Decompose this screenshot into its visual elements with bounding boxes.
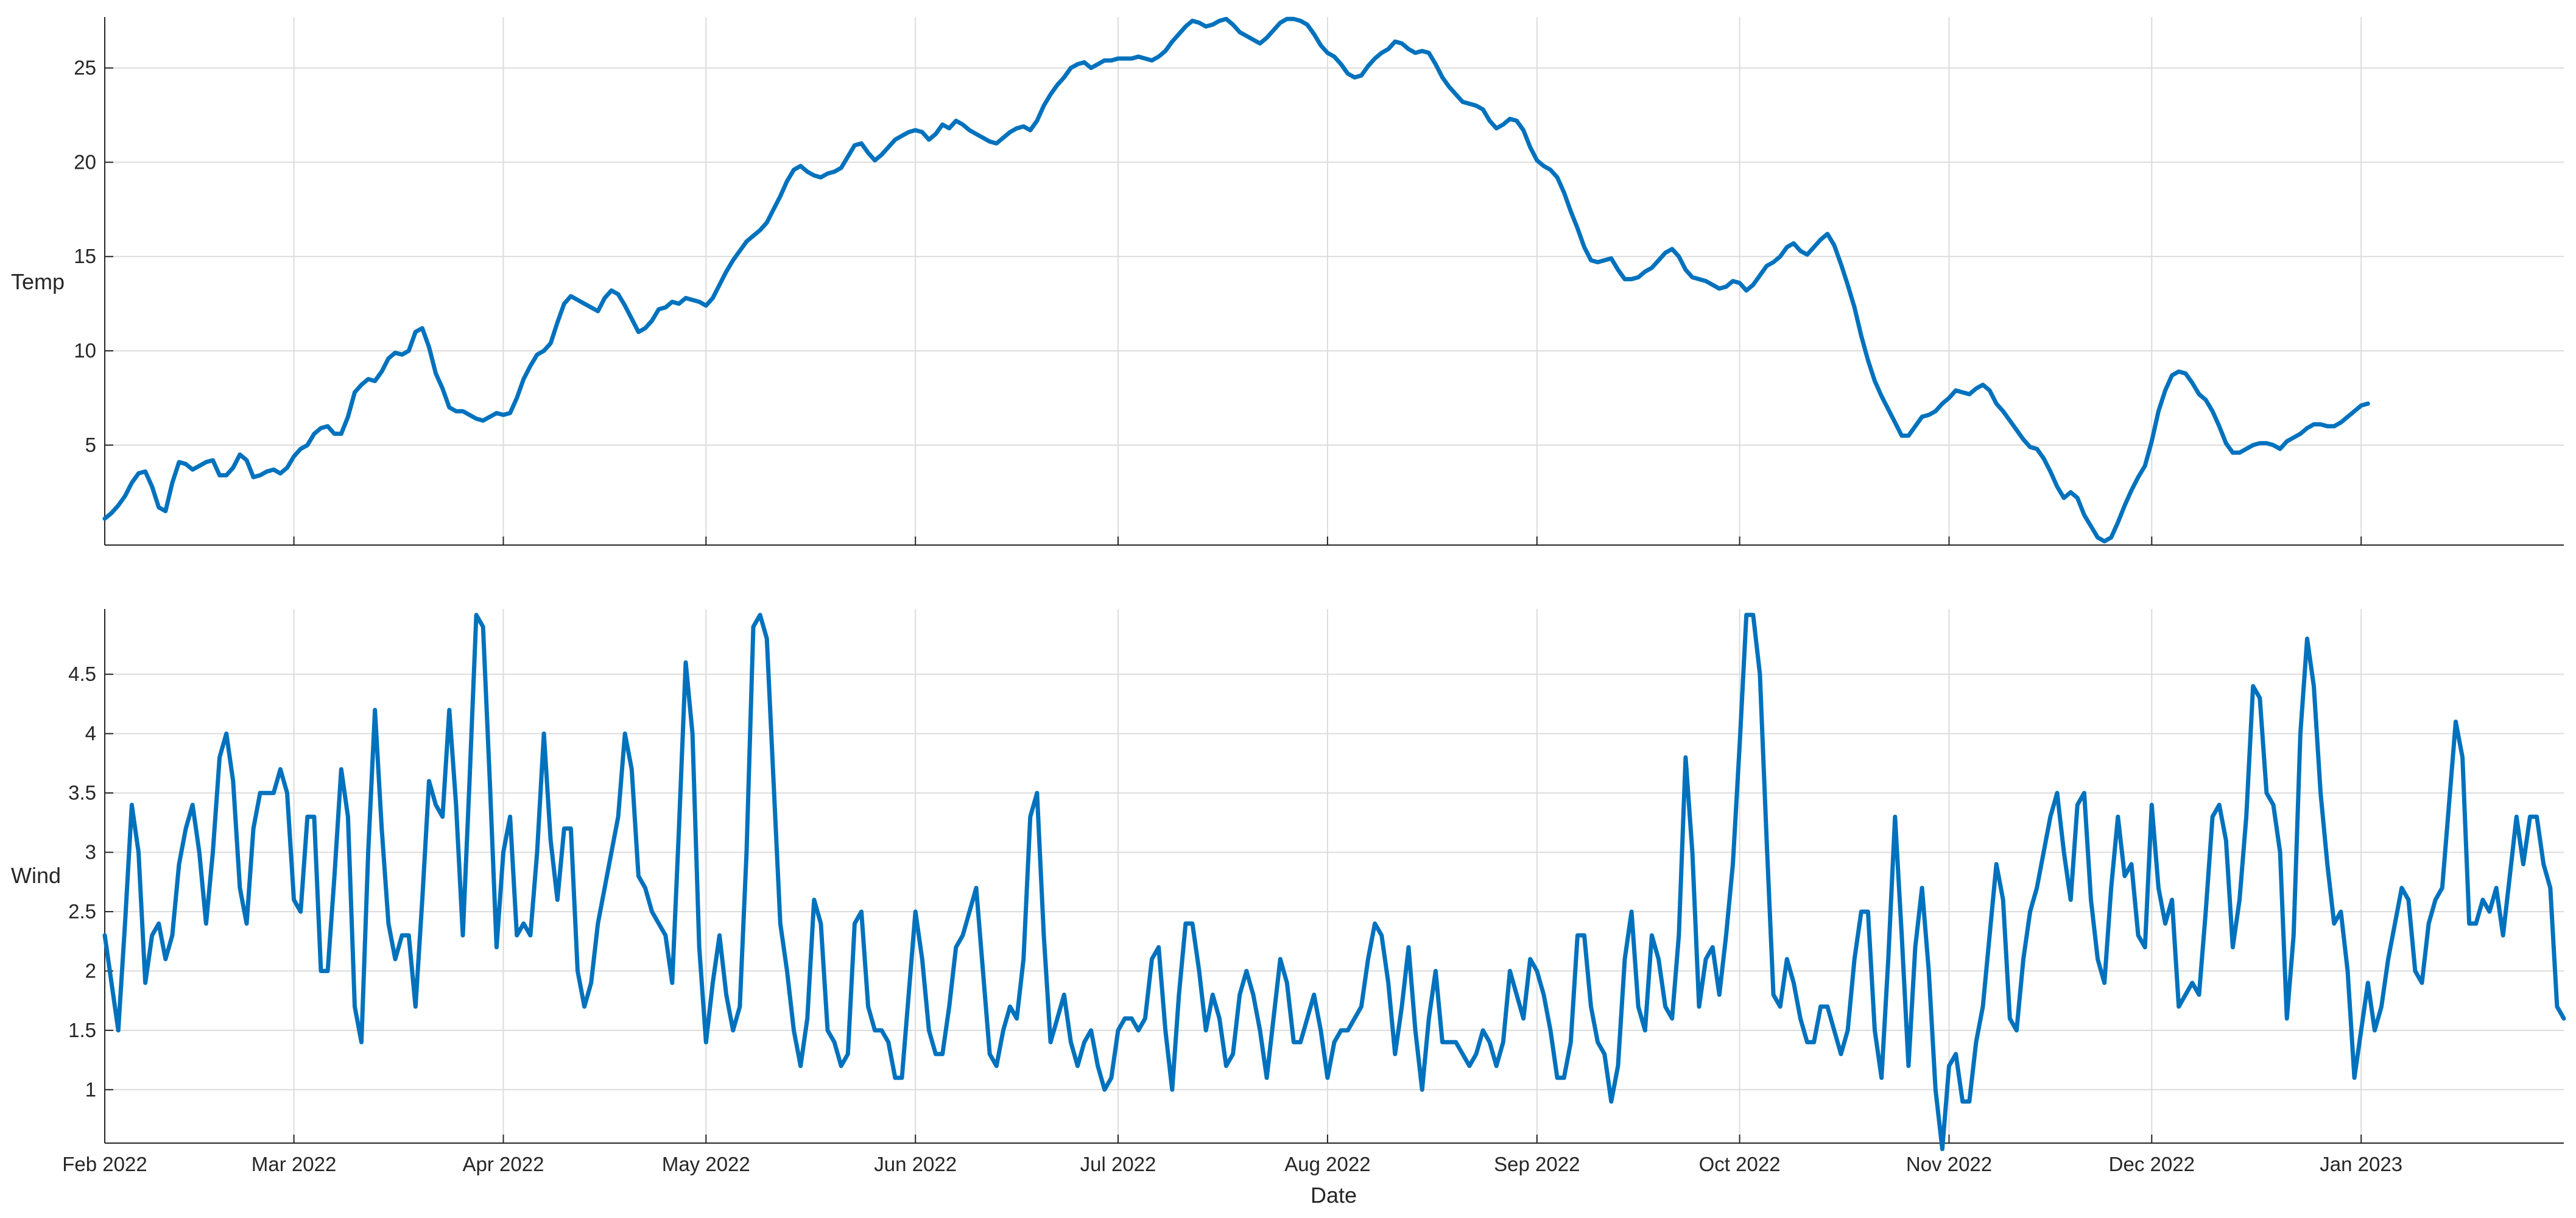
y-tick-label: 2.5: [68, 900, 96, 923]
wind-axes: [104, 609, 2564, 1144]
y-tick-label: 25: [74, 57, 96, 79]
wind-axis-label: Wind: [11, 863, 61, 888]
temp-grid: [104, 17, 2564, 545]
y-tick-label: 2: [85, 959, 96, 982]
y-tick-label: 10: [74, 339, 96, 362]
x-tick-labels: Feb 2022 Mar 2022 Apr 2022 May 2022 Jun 2022…: [62, 1153, 2402, 1175]
temp-panel: 5 10 15 20 25 Temp: [11, 16, 2564, 546]
x-tick-label: Aug 2022: [1284, 1153, 1370, 1175]
y-tick-label: 1.5: [68, 1019, 96, 1041]
x-tick-label: Jun 2022: [874, 1153, 957, 1175]
y-tick-label: 15: [74, 245, 96, 267]
x-tick-label: Feb 2022: [62, 1153, 147, 1175]
temp-series-line: [102, 16, 2370, 544]
wind-grid: [104, 609, 2564, 1143]
x-tick-label: Jul 2022: [1080, 1153, 1156, 1175]
x-tick-label: Sep 2022: [1494, 1153, 1580, 1175]
wind-ticks: 1 1.5 2 2.5 3 3.5 4 4.5: [68, 663, 2362, 1143]
wind-panel: 1 1.5 2 2.5 3 3.5 4 4.5 Wind: [11, 609, 2566, 1152]
temp-ticks: 5 10 15 20 25: [74, 57, 2362, 545]
y-tick-label: 1: [85, 1078, 96, 1100]
x-tick-label: Nov 2022: [1906, 1153, 1992, 1175]
x-tick-label: Oct 2022: [1699, 1153, 1781, 1175]
x-tick-label: Mar 2022: [252, 1153, 336, 1175]
temp-axis-label: Temp: [11, 269, 65, 294]
y-tick-label: 3.5: [68, 781, 96, 804]
y-tick-label: 5: [85, 434, 96, 456]
y-tick-label: 20: [74, 150, 96, 173]
x-tick-label: Dec 2022: [2109, 1153, 2195, 1175]
y-tick-label: 4.5: [68, 663, 96, 685]
x-tick-label: Jan 2023: [2320, 1153, 2402, 1175]
x-tick-label: Apr 2022: [463, 1153, 544, 1175]
y-tick-label: 4: [85, 722, 96, 745]
y-tick-label: 3: [85, 841, 96, 864]
temp-axes: [104, 17, 2564, 546]
x-axis-label: Date: [1311, 1183, 1357, 1208]
wind-series-line: [102, 613, 2566, 1152]
x-tick-label: May 2022: [662, 1153, 750, 1175]
